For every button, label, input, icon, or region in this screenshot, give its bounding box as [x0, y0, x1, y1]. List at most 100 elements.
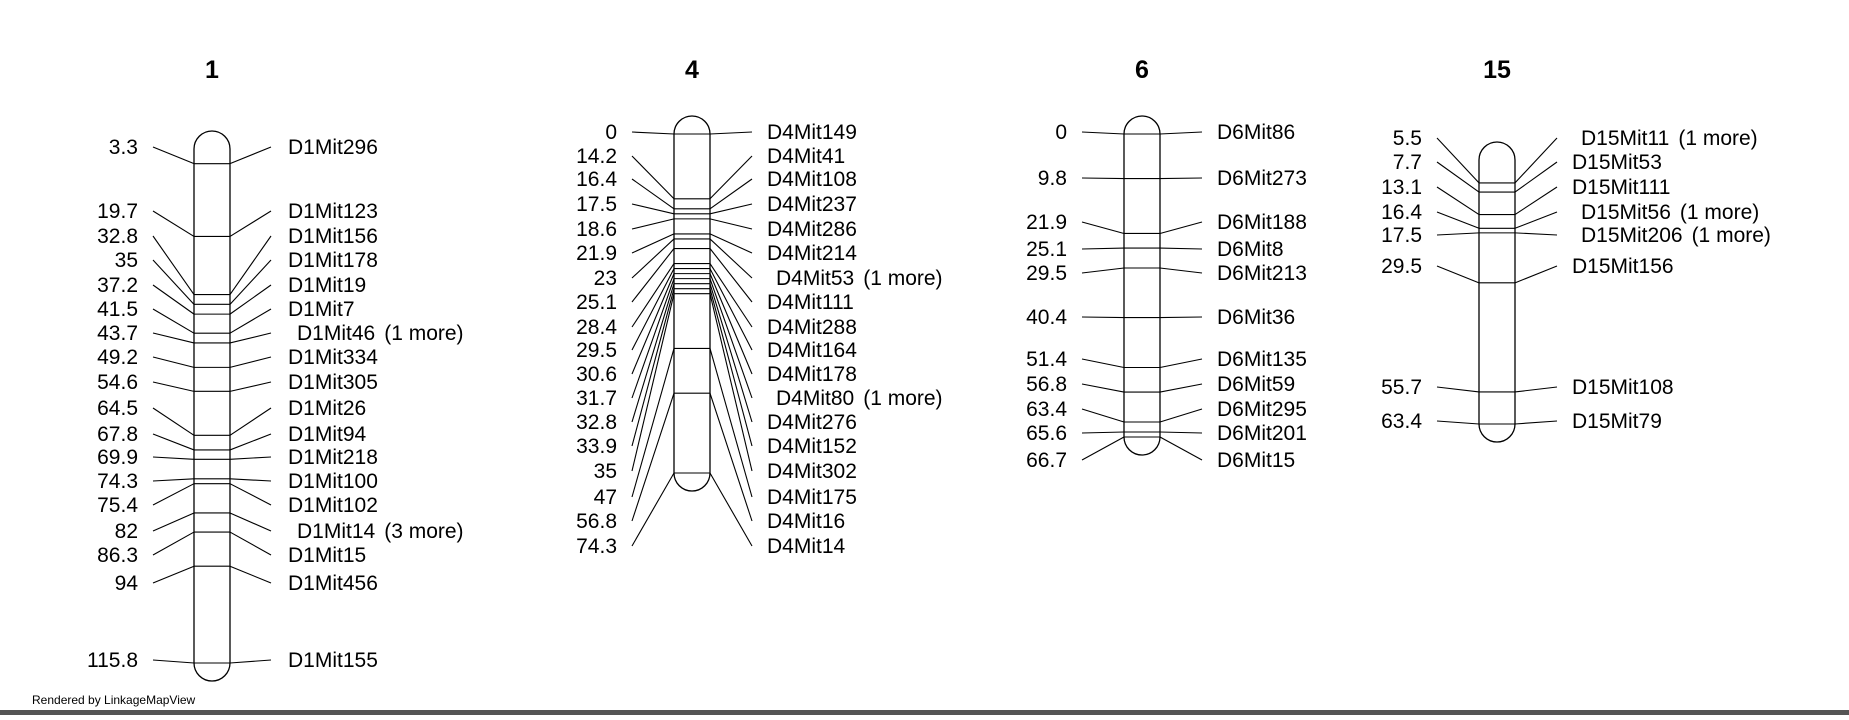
- marker-position: 49.2: [97, 346, 138, 369]
- marker-connector: [152, 565, 195, 584]
- marker-name: D1Mit94: [288, 423, 367, 446]
- marker-name: D6Mit213: [1217, 262, 1307, 285]
- chromosome-title: 1: [205, 56, 219, 84]
- marker-position: 28.4: [576, 316, 617, 339]
- marker-connector: [1081, 431, 1125, 434]
- marker-name: D4Mit152: [767, 435, 857, 458]
- chromosome-4: 4 0 D4Mit149 14.2 D4Mit41 16.4 D4Mit108 17.5 D4M…: [576, 56, 942, 558]
- marker-connector: [709, 203, 753, 215]
- marker-connector: [1514, 186, 1558, 216]
- marker-name: D1Mit456: [288, 572, 378, 595]
- marker-connector: [1159, 177, 1203, 180]
- marker-connector: [229, 407, 272, 436]
- marker-position: 65.6: [1026, 422, 1067, 445]
- marker-position: 30.6: [576, 363, 617, 386]
- marker-connector: [229, 332, 272, 344]
- marker-connector: [1436, 232, 1480, 236]
- marker-connector: [229, 146, 272, 165]
- marker-name: D4Mit14: [767, 535, 846, 558]
- marker-name: D4Mit288: [767, 316, 857, 339]
- marker-connector: [709, 268, 753, 351]
- marker-position: 32.8: [576, 411, 617, 434]
- marker-position: 43.7: [97, 322, 138, 345]
- marker-connector: [1081, 383, 1125, 393]
- marker-name: D15Mit156: [1572, 255, 1674, 278]
- marker-extra-count: (1 more): [1692, 224, 1771, 247]
- marker-connector: [229, 259, 272, 305]
- marker-connector: [152, 433, 195, 451]
- marker-connector: [152, 381, 195, 392]
- marker-connector: [709, 233, 753, 254]
- marker-position: 25.1: [1026, 238, 1067, 261]
- marker-position: 29.5: [576, 339, 617, 362]
- marker-connector: [152, 235, 195, 295]
- marker-name: D6Mit15: [1217, 449, 1295, 472]
- marker-name: D1Mit26: [288, 397, 366, 420]
- chromosome-title: 4: [685, 56, 699, 84]
- marker-connector: [709, 155, 753, 200]
- chromosome-bar: [193, 130, 231, 682]
- marker-position: 29.5: [1026, 262, 1067, 285]
- marker-position: 69.9: [97, 446, 138, 469]
- marker-connector: [1514, 211, 1558, 229]
- marker-connector: [1436, 161, 1480, 193]
- marker-connector: [1081, 316, 1125, 319]
- marker-position: 3.3: [109, 136, 138, 159]
- marker-name: D1Mit46: [297, 322, 375, 345]
- marker-name: D1Mit155: [288, 649, 378, 672]
- marker-extra-count: (1 more): [1680, 201, 1759, 224]
- marker-connector: [1436, 265, 1480, 284]
- marker-position: 29.5: [1381, 255, 1422, 278]
- marker-connector: [1159, 408, 1203, 423]
- marker-name: D15Mit111: [1572, 176, 1670, 199]
- marker-connector: [152, 512, 195, 532]
- marker-extra-count: (1 more): [863, 267, 942, 290]
- marker-connector: [1081, 358, 1125, 369]
- marker-position: 115.8: [87, 649, 138, 672]
- marker-position: 35: [115, 249, 138, 272]
- marker-name: D1Mit156: [288, 225, 378, 248]
- marker-connector: [229, 478, 272, 482]
- marker-connector: [1081, 408, 1125, 423]
- marker-connector: [709, 263, 753, 328]
- marker-position: 74.3: [97, 470, 138, 493]
- marker-position: 82: [115, 520, 138, 543]
- marker-name: D1Mit102: [288, 494, 378, 517]
- marker-position: 16.4: [576, 168, 617, 191]
- marker-connector: [709, 178, 753, 210]
- marker-connector: [709, 348, 753, 498]
- marker-name: D1Mit14: [297, 520, 376, 543]
- chromosome-bar: [1478, 141, 1516, 443]
- marker-connector: [152, 332, 195, 344]
- marker-name: D15Mit53: [1572, 151, 1662, 174]
- marker-connector: [709, 472, 753, 547]
- marker-connector: [1514, 161, 1558, 193]
- marker-extra-count: (1 more): [863, 387, 942, 410]
- chromosome-6: 6 0 D6Mit86 9.8 D6Mit273 21.9 D6Mit188 25.1 D6Mi…: [1026, 56, 1307, 472]
- marker-connector: [1436, 386, 1480, 393]
- chromosome-1: 1 3.3 D1Mit296 19.7 D1Mit123 32.8 D1Mit156 35 D1…: [87, 56, 464, 682]
- marker-position: 56.8: [576, 510, 617, 533]
- marker-connector: [709, 248, 753, 303]
- marker-position: 18.6: [576, 218, 617, 241]
- marker-connector: [631, 238, 675, 279]
- marker-position: 55.7: [1381, 376, 1422, 399]
- marker-connector: [709, 131, 753, 135]
- marker-position: 5.5: [1393, 127, 1422, 150]
- marker-name: D1Mit100: [288, 470, 378, 493]
- marker-connector: [1159, 436, 1203, 461]
- marker-connector: [1436, 420, 1480, 425]
- marker-name: D1Mit218: [288, 446, 378, 469]
- marker-connector: [709, 392, 753, 522]
- chromosome-title: 15: [1483, 56, 1511, 84]
- marker-position: 9.8: [1038, 167, 1067, 190]
- marker-name: D4Mit16: [767, 510, 845, 533]
- marker-connector: [1514, 265, 1558, 284]
- marker-name: D4Mit80: [776, 387, 854, 410]
- marker-name: D1Mit305: [288, 371, 378, 394]
- marker-connector: [152, 483, 195, 506]
- marker-position: 21.9: [576, 242, 617, 265]
- marker-position: 13.1: [1381, 176, 1422, 199]
- marker-connector: [709, 293, 753, 472]
